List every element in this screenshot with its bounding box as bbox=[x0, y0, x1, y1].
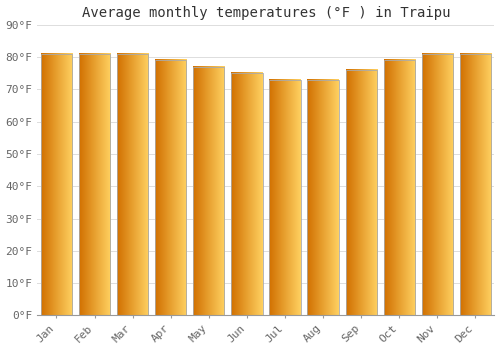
Bar bbox=[346, 70, 377, 315]
Bar bbox=[270, 80, 300, 315]
Bar bbox=[460, 54, 491, 315]
Title: Average monthly temperatures (°F ) in Traipu: Average monthly temperatures (°F ) in Tr… bbox=[82, 6, 450, 20]
Bar bbox=[117, 54, 148, 315]
Bar bbox=[79, 54, 110, 315]
Bar bbox=[193, 67, 224, 315]
Bar bbox=[41, 54, 72, 315]
Bar bbox=[155, 61, 186, 315]
Bar bbox=[308, 80, 338, 315]
Bar bbox=[232, 73, 262, 315]
Bar bbox=[422, 54, 453, 315]
Bar bbox=[384, 61, 415, 315]
